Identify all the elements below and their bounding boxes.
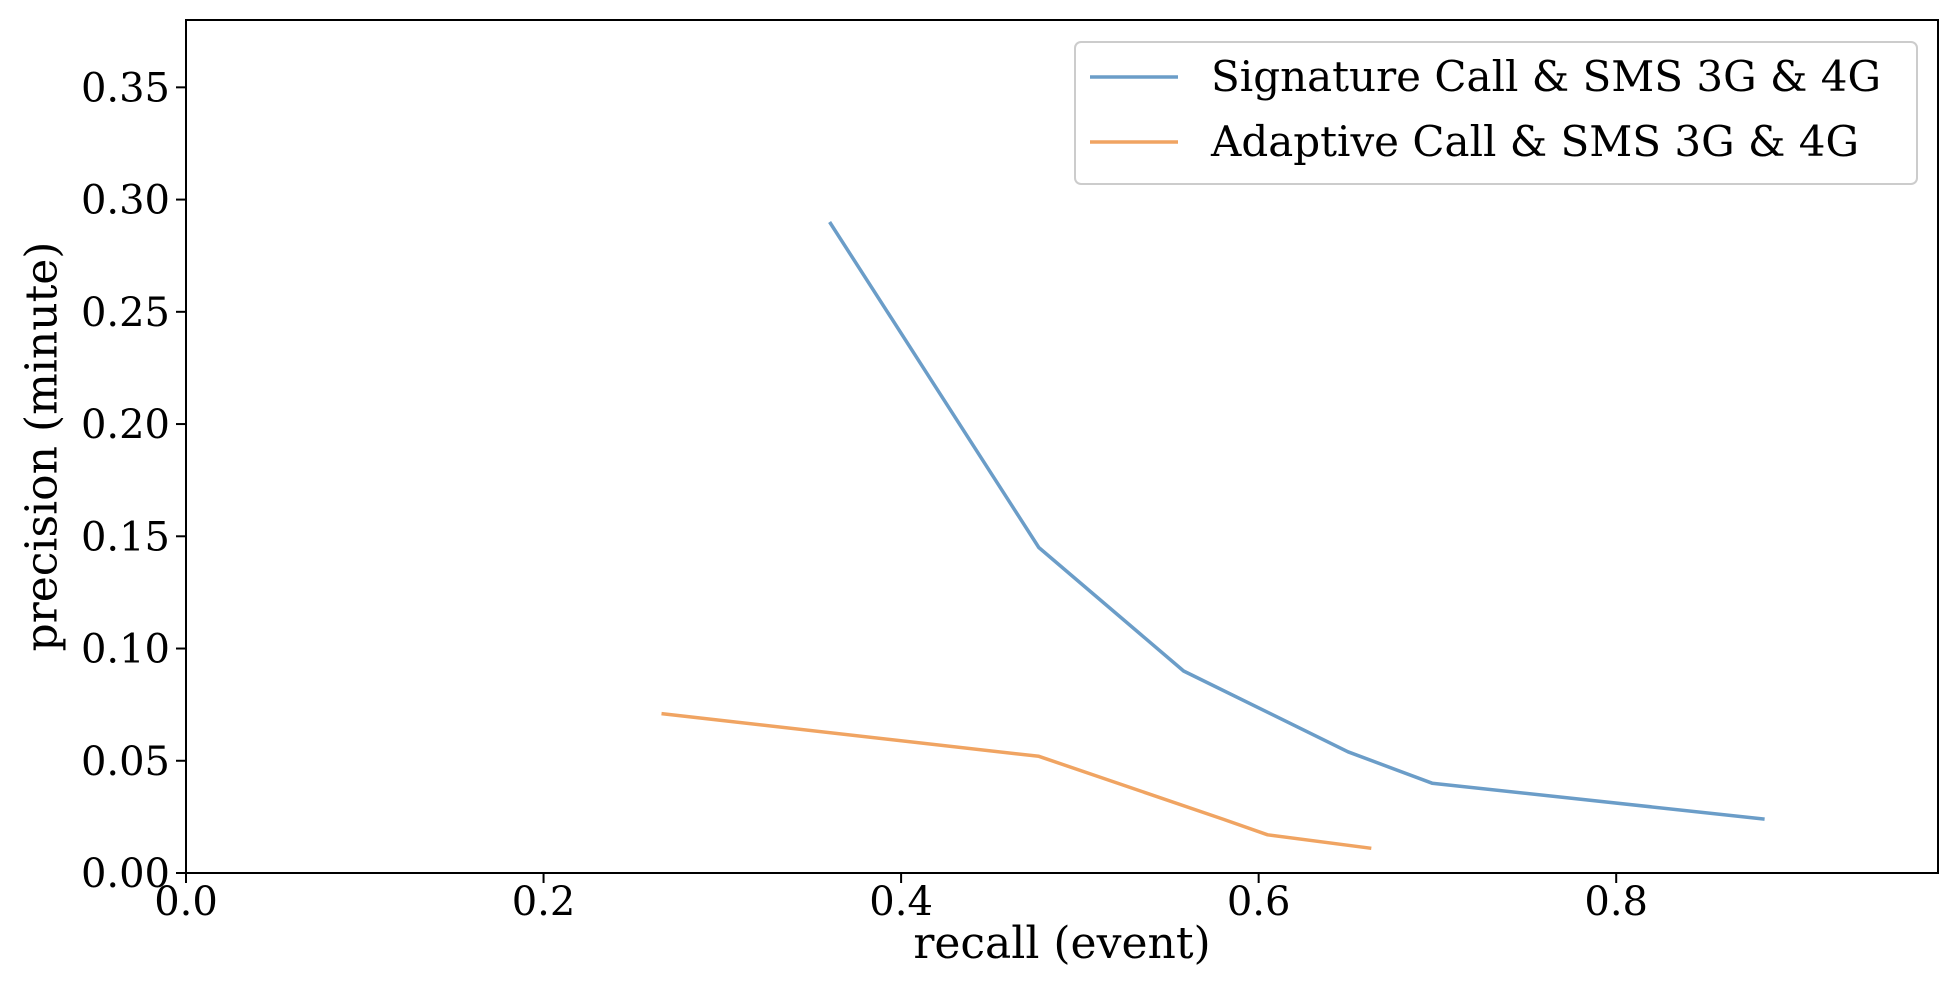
legend-items: Signature Call & SMS 3G & 4G Adaptive Cal…	[1090, 52, 1881, 166]
x-tick-label: 0.0	[154, 879, 218, 925]
legend: Signature Call & SMS 3G & 4G Adaptive Cal…	[1074, 41, 1918, 185]
y-tick-label: 0.30	[81, 178, 170, 224]
y-tick-label: 0.35	[81, 65, 170, 111]
y-tick-label: 0.10	[81, 627, 170, 673]
legend-box	[1074, 41, 1918, 185]
x-axis-label: recall (event)	[913, 918, 1210, 969]
series-line-0	[828, 221, 1765, 821]
ticks-layer: 0.0 0.2 0.4 0.6 0.8 0.00 0.05 0.10 0.15 0.20 0.25 0…	[81, 65, 1648, 925]
series-layer	[661, 221, 1765, 851]
x-tick-label: 0.8	[1584, 879, 1648, 925]
legend-label-0: Signature Call & SMS 3G & 4G	[1211, 52, 1881, 101]
x-tick-label: 0.2	[512, 879, 576, 925]
y-tick-label: 0.25	[81, 290, 170, 336]
y-tick-label: 0.20	[81, 402, 170, 448]
plot-frame	[185, 19, 1939, 874]
y-axis-label: precision (minute)	[17, 242, 68, 652]
series-line-1	[661, 711, 1372, 851]
y-tick-label: 0.00	[81, 851, 170, 897]
legend-label-1: Adaptive Call & SMS 3G & 4G	[1210, 117, 1859, 166]
x-tick-label: 0.6	[1227, 879, 1291, 925]
y-tick-label: 0.15	[81, 514, 170, 560]
y-tick-label: 0.05	[81, 739, 170, 785]
x-tick-label: 0.4	[869, 879, 933, 925]
